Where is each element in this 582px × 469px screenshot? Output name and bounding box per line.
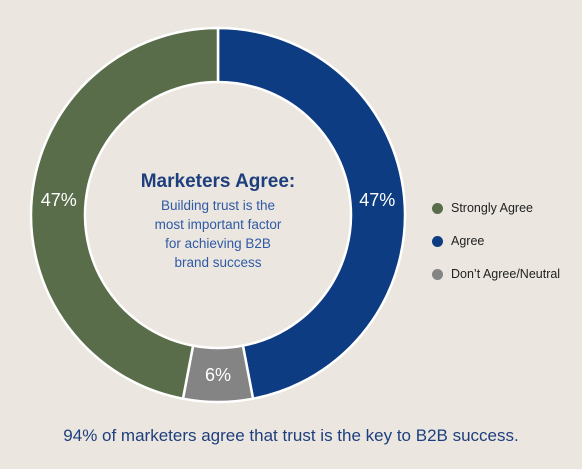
center-line-4: brand success [174, 255, 261, 270]
center-title: Marketers Agree: [141, 171, 296, 192]
center-line-2: most important factor [155, 217, 282, 232]
slice-strongly-agree [31, 28, 218, 399]
slice-label-strongly-agree: 47% [41, 190, 77, 210]
legend-marker [432, 269, 443, 280]
slice-label-agree: 47% [359, 190, 395, 210]
legend-marker [432, 236, 443, 247]
chart-legend: Strongly Agree Agree Don’t Agree/Neutral [432, 200, 560, 299]
center-text-block: Marketers Agree: Building trust is the m… [141, 171, 296, 270]
slice-label-don-t-agree-neutral: 6% [205, 365, 231, 385]
legend-marker [432, 203, 443, 214]
donut-slices [31, 28, 405, 402]
legend-label: Don’t Agree/Neutral [451, 267, 560, 281]
center-line-1: Building trust is the [161, 198, 275, 213]
footer-caption: 94% of marketers agree that trust is the… [0, 426, 582, 446]
legend-label: Strongly Agree [451, 201, 533, 215]
slice-agree [218, 28, 405, 399]
legend-item-agree: Agree [432, 233, 560, 249]
center-line-3: for achieving B2B [165, 236, 271, 251]
legend-label: Agree [451, 234, 484, 248]
legend-item-dont-agree-neutral: Don’t Agree/Neutral [432, 266, 560, 282]
legend-item-strongly-agree: Strongly Agree [432, 200, 560, 216]
